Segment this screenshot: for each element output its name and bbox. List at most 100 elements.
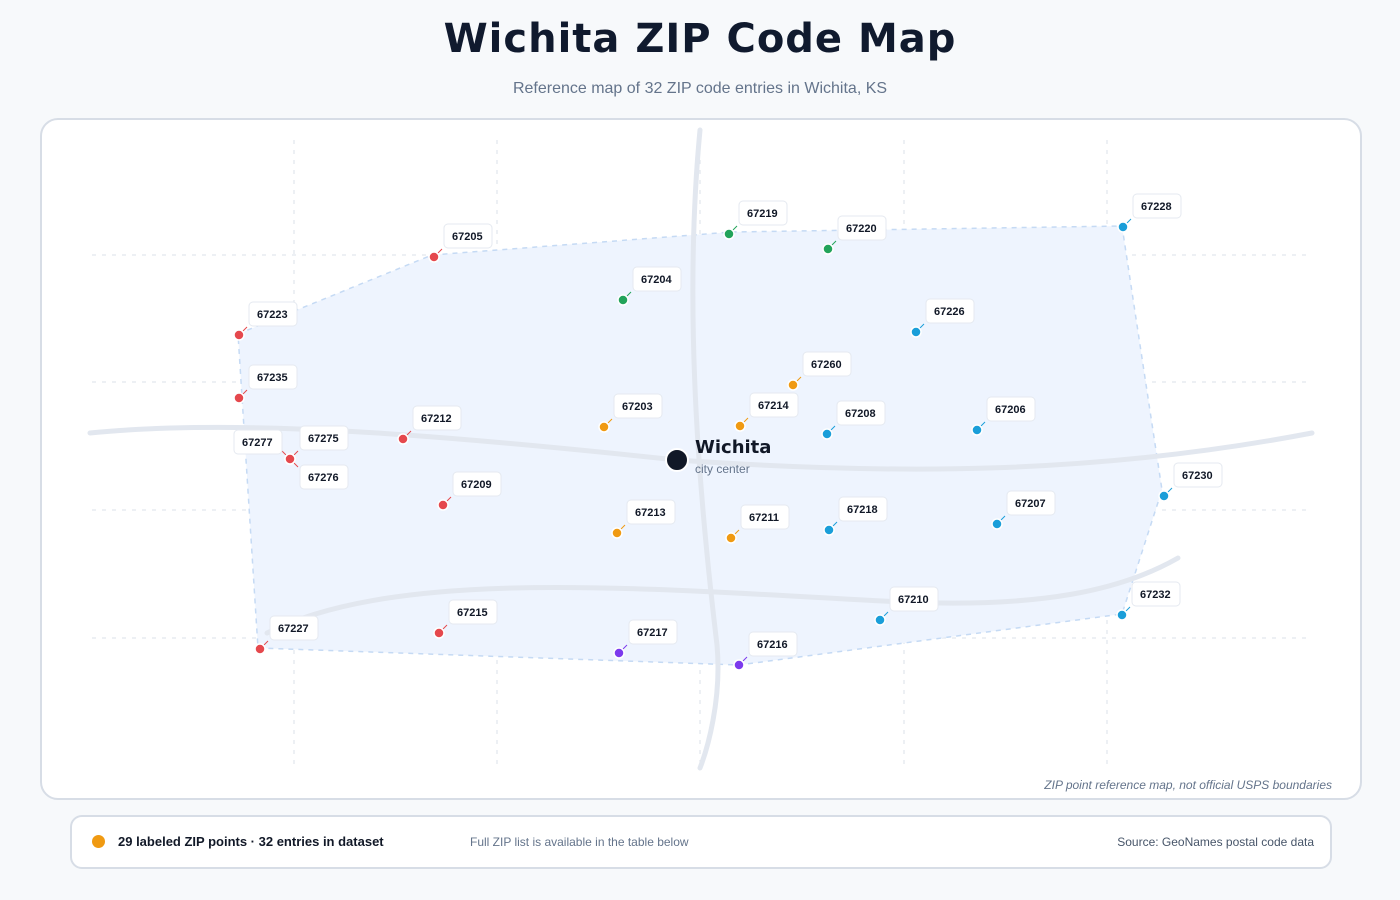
zip-label-box (1006, 490, 1056, 516)
zip-label: 67213 (635, 507, 666, 519)
zip-label: 67217 (637, 627, 668, 639)
zip-marker-67220[interactable]: 67220 (822, 215, 887, 255)
map-footer: 29 labeled ZIP points · 32 entries in da… (70, 815, 1332, 869)
map-canvas[interactable]: 67205 67223 67235 67212 67277 67275 67276 67209… (42, 120, 1360, 798)
map-panel[interactable]: 67205 67223 67235 67212 67277 67275 67276 67209… (40, 118, 1362, 800)
zip-point (910, 326, 922, 338)
zip-marker-67216[interactable]: 67216 (733, 631, 798, 671)
zip-marker-67215[interactable]: 67215 (433, 599, 498, 639)
zip-label: 67212 (421, 413, 452, 425)
zip-marker-67230[interactable]: 67230 (1158, 462, 1223, 502)
zip-marker-67260[interactable]: 67260 (787, 351, 852, 391)
zip-point (787, 379, 799, 391)
zip-point (823, 524, 835, 536)
zip-marker-67204[interactable]: 67204 (617, 266, 682, 306)
zip-point (284, 453, 296, 465)
zip-label: 67227 (278, 623, 309, 635)
zip-point (433, 627, 445, 639)
zip-label-box (626, 499, 676, 525)
zip-label: 67207 (1015, 498, 1046, 510)
zip-label: 67226 (934, 306, 965, 318)
zip-label-box (248, 364, 298, 390)
zip-label-box (738, 200, 788, 226)
zip-label-box (748, 631, 798, 657)
zip-label: 67275 (308, 433, 339, 445)
zip-label: 67209 (461, 479, 492, 491)
zip-point (1117, 221, 1129, 233)
zip-marker-67227[interactable]: 67227 (254, 615, 319, 655)
footer-note: Full ZIP list is available in the table … (470, 835, 689, 849)
zip-label-box (443, 223, 493, 249)
zip-label-box (452, 471, 502, 497)
zip-count-text: 29 labeled ZIP points · 32 entries in da… (118, 834, 384, 849)
zip-label: 67208 (845, 408, 876, 420)
zip-label: 67210 (898, 594, 929, 606)
zip-marker-67226[interactable]: 67226 (910, 298, 975, 338)
page-subtitle: Reference map of 32 ZIP code entries in … (512, 80, 888, 97)
zip-label-box (233, 429, 283, 455)
zip-point (734, 420, 746, 432)
zip-label-box (836, 400, 886, 426)
zip-marker-67212[interactable]: 67212 (397, 405, 462, 445)
zip-label-box (837, 215, 887, 241)
zip-marker-67205[interactable]: 67205 (428, 223, 493, 263)
zip-point (428, 251, 440, 263)
zip-label: 67277 (242, 437, 273, 449)
zip-marker-67207[interactable]: 67207 (991, 490, 1056, 530)
zip-label: 67216 (757, 639, 788, 651)
zip-marker-67217[interactable]: 67217 (613, 619, 678, 659)
zip-label-box (889, 586, 939, 612)
legend-dot (92, 835, 105, 848)
zip-marker-67219[interactable]: 67219 (723, 200, 788, 240)
zip-label: 67276 (308, 472, 339, 484)
zip-marker-67211[interactable]: 67211 (725, 504, 790, 544)
city-center-marker[interactable]: Wichita city center (665, 437, 771, 476)
zip-marker-67214[interactable]: 67214 (734, 392, 799, 432)
zip-marker-67218[interactable]: 67218 (823, 496, 888, 536)
zip-marker-67213[interactable]: 67213 (611, 499, 676, 539)
zip-label-box (986, 396, 1036, 422)
zip-label-box (749, 392, 799, 418)
zip-label: 67260 (811, 359, 842, 371)
zip-point (397, 433, 409, 445)
zip-label-box (632, 266, 682, 292)
zip-point (611, 527, 623, 539)
zip-marker-67232[interactable]: 67232 (1116, 581, 1181, 621)
zip-point (617, 294, 629, 306)
zip-label: 67235 (257, 372, 288, 384)
zip-point (822, 243, 834, 255)
zip-label: 67214 (758, 400, 789, 412)
zip-point (971, 424, 983, 436)
zip-marker-67276[interactable]: 67276 (284, 453, 349, 490)
zip-markers: 67205 67223 67235 67212 67277 67275 67276 67209… (233, 193, 1223, 671)
zip-point (233, 329, 245, 341)
zip-point (723, 228, 735, 240)
zip-label: 67205 (452, 231, 483, 243)
zip-point (821, 428, 833, 440)
zip-point (991, 518, 1003, 530)
zip-marker-67209[interactable]: 67209 (437, 471, 502, 511)
zip-label-box (448, 599, 498, 625)
page-title: Wichita ZIP Code Map (443, 16, 957, 62)
zip-marker-67235[interactable]: 67235 (233, 364, 298, 404)
city-name: Wichita (695, 437, 771, 458)
city-sublabel: city center (695, 462, 750, 476)
zip-label: 67215 (457, 607, 488, 619)
zip-label-box (1131, 581, 1181, 607)
zip-label-box (269, 615, 319, 641)
zip-marker-67206[interactable]: 67206 (971, 396, 1036, 436)
zip-point (725, 532, 737, 544)
zip-label-box (613, 393, 663, 419)
zip-point (233, 392, 245, 404)
zip-point (598, 421, 610, 433)
zip-marker-67208[interactable]: 67208 (821, 400, 886, 440)
zip-label: 67203 (622, 401, 653, 413)
zip-label: 67219 (747, 208, 778, 220)
zip-label-box (925, 298, 975, 324)
zip-marker-67223[interactable]: 67223 (233, 301, 298, 341)
zip-marker-67228[interactable]: 67228 (1117, 193, 1182, 233)
zip-marker-67210[interactable]: 67210 (874, 586, 939, 626)
zip-marker-67203[interactable]: 67203 (598, 393, 663, 433)
zip-label-box (802, 351, 852, 377)
zip-label: 67230 (1182, 470, 1213, 482)
